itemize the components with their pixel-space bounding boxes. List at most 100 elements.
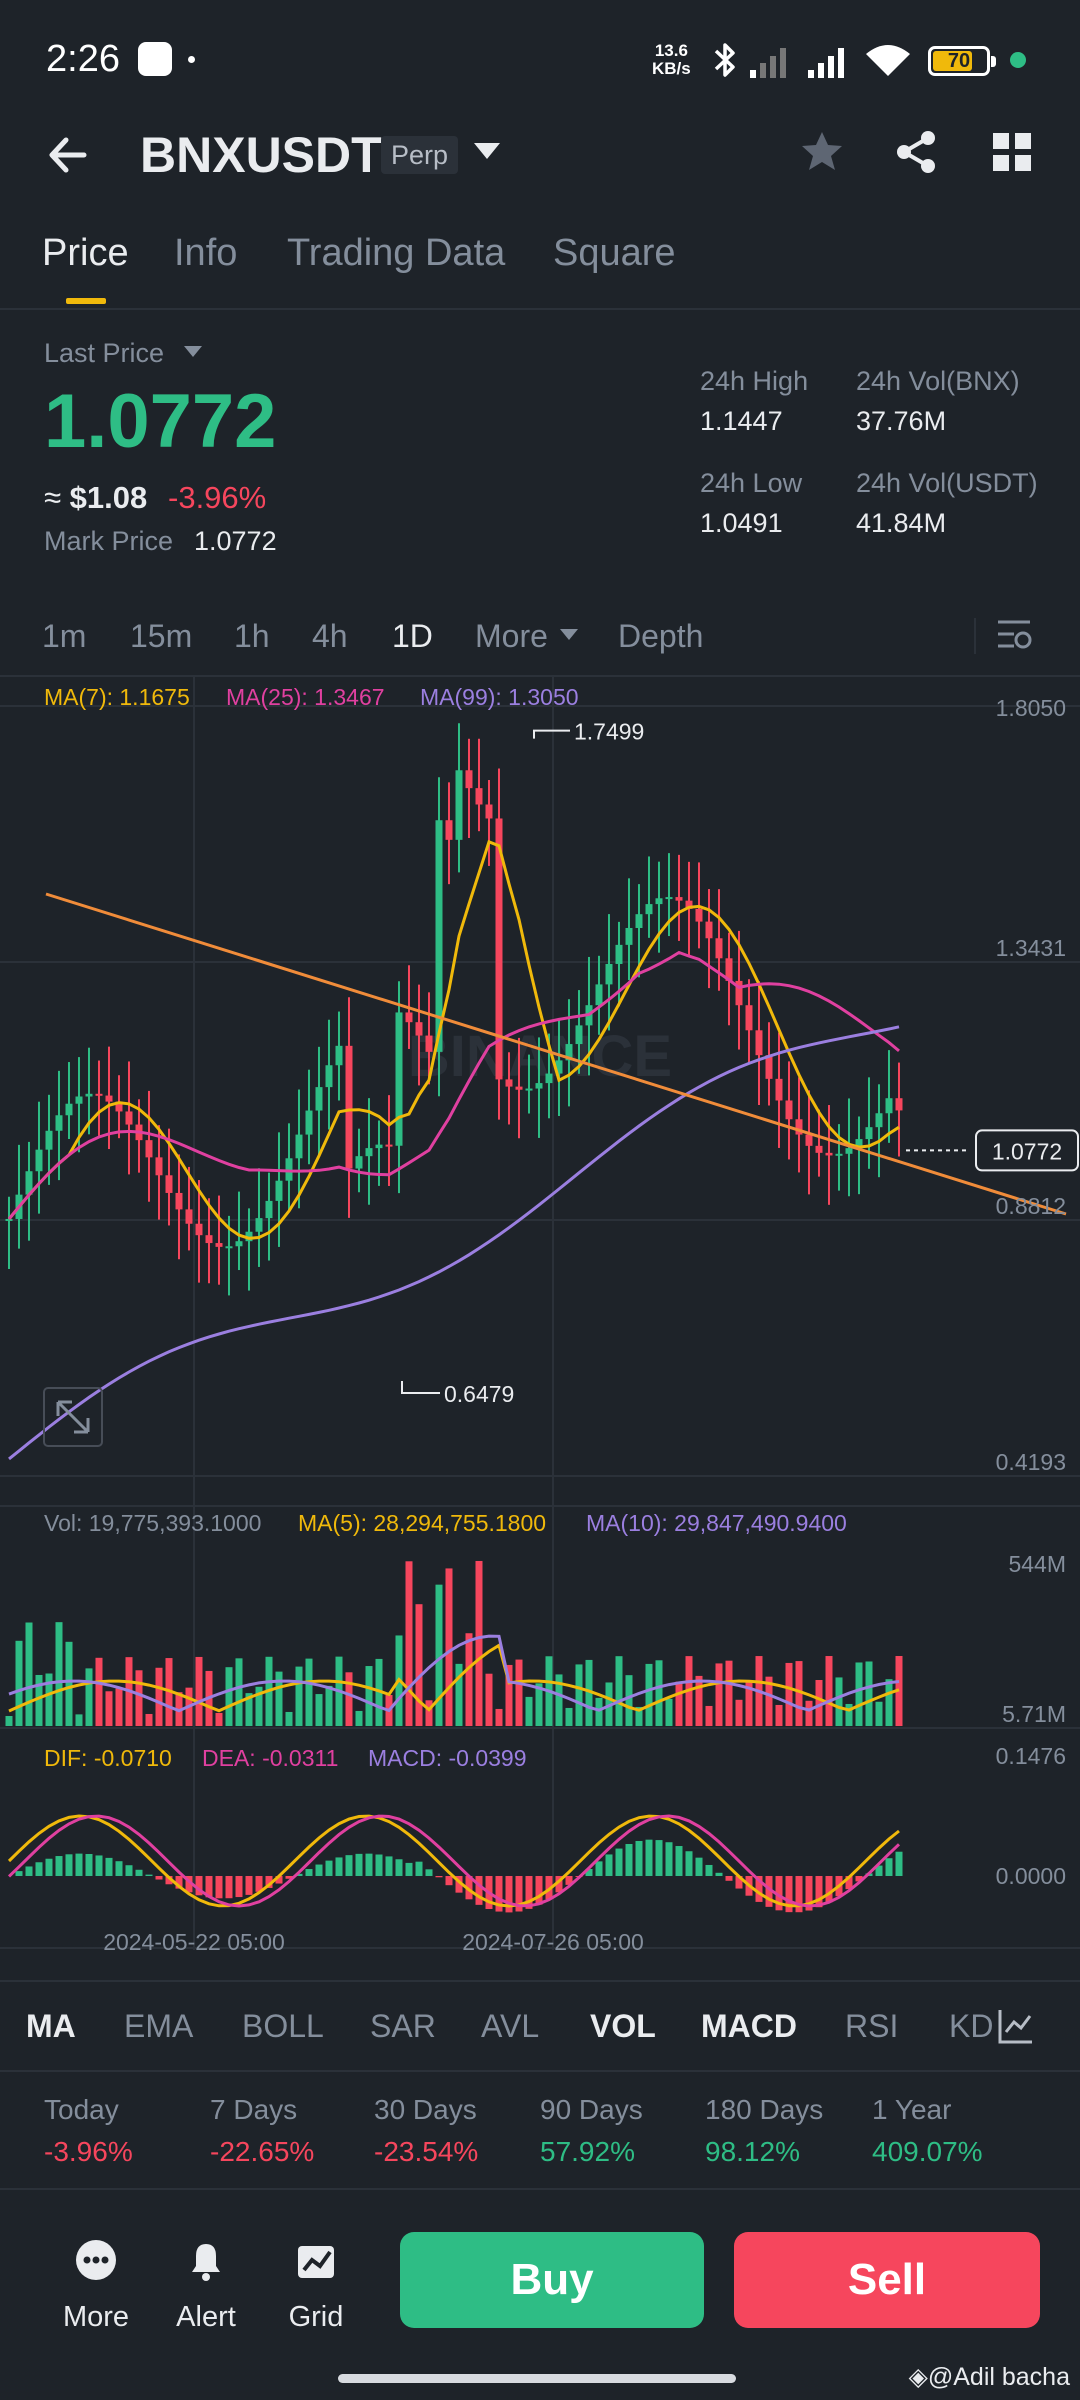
volume-bar xyxy=(865,1661,873,1726)
grid-button[interactable]: Grid xyxy=(276,2236,356,2334)
candle xyxy=(805,1090,813,1195)
interval-depth[interactable]: Depth xyxy=(618,618,704,654)
perf-1y-value: 409.07% xyxy=(872,2136,983,2167)
indicator-boll[interactable]: BOLL xyxy=(242,2008,324,2044)
interval-15m[interactable]: 15m xyxy=(130,618,193,654)
candle-body xyxy=(815,1145,823,1153)
intervals-divider xyxy=(0,675,1080,677)
macd-histogram-bar xyxy=(795,1876,803,1913)
chart-settings-icon[interactable] xyxy=(994,614,1034,654)
volume-bar xyxy=(95,1657,103,1726)
volume-bar xyxy=(435,1584,443,1726)
indicator-avl[interactable]: AVL xyxy=(481,2008,540,2044)
candle-body xyxy=(565,1044,573,1061)
volume-bar xyxy=(425,1700,433,1726)
candle xyxy=(655,861,663,953)
symbol-dropdown-icon[interactable] xyxy=(474,143,500,159)
volume-bar xyxy=(635,1706,643,1726)
interval-1d[interactable]: 1D xyxy=(392,618,433,654)
star-icon[interactable] xyxy=(798,128,846,176)
perf-7d-value: -22.65% xyxy=(210,2136,315,2167)
buy-button[interactable]: Buy xyxy=(400,2232,704,2328)
perf-7d-label: 7 Days xyxy=(210,2094,298,2125)
interval-more[interactable]: More xyxy=(475,618,548,654)
signal-strength-1-icon xyxy=(750,48,786,78)
symbol-title[interactable]: BNXUSDT xyxy=(140,127,382,183)
macd-histogram-bar xyxy=(65,1854,73,1876)
candle xyxy=(5,1196,13,1269)
tab-price[interactable]: Price xyxy=(42,232,129,274)
macd-histogram-bar xyxy=(605,1854,613,1876)
volume-bar xyxy=(585,1659,593,1726)
more-dropdown-icon[interactable] xyxy=(560,629,578,640)
volume-bar xyxy=(405,1561,413,1726)
indicator-rsi[interactable]: RSI xyxy=(845,2008,899,2044)
candle xyxy=(495,768,503,1120)
candle xyxy=(605,914,613,1031)
macd-histogram-bar xyxy=(535,1876,543,1905)
volume-axis-label: 544M xyxy=(1008,1551,1066,1577)
volume-bar xyxy=(815,1680,823,1726)
macd-histogram-bar xyxy=(465,1876,473,1900)
candle xyxy=(785,1061,793,1160)
macd-histogram-bar xyxy=(525,1876,533,1909)
volume-bar xyxy=(115,1688,123,1726)
alert-button[interactable]: Alert xyxy=(166,2236,246,2334)
candle xyxy=(15,1144,23,1249)
interval-4h[interactable]: 4h xyxy=(312,618,348,654)
perf-90d-label: 90 Days xyxy=(540,2094,643,2125)
expand-chart-button[interactable] xyxy=(43,1387,103,1447)
volume-bar xyxy=(285,1711,293,1726)
interval-1h[interactable]: 1h xyxy=(234,618,270,654)
candle xyxy=(635,884,643,978)
indicator-ma[interactable]: MA xyxy=(26,2008,76,2044)
volume-bar xyxy=(745,1680,753,1726)
indicator-settings-icon[interactable] xyxy=(996,2006,1036,2046)
chart-bottom-divider xyxy=(0,1980,1080,1982)
candle-body xyxy=(75,1096,83,1104)
indicator-sar[interactable]: SAR xyxy=(370,2008,436,2044)
candle xyxy=(65,1062,73,1139)
approx-usd-value: $1.08 xyxy=(69,480,148,515)
macd-histogram-bar xyxy=(555,1876,563,1893)
volume-bars xyxy=(5,1560,903,1726)
tab-square[interactable]: Square xyxy=(553,232,676,274)
more-label: More xyxy=(62,2301,130,2333)
indicator-vol[interactable]: VOL xyxy=(590,2008,656,2044)
home-indicator[interactable] xyxy=(338,2374,736,2383)
volume-bar xyxy=(215,1712,223,1726)
macd-histogram-bar xyxy=(845,1876,853,1890)
candle-body xyxy=(405,1012,413,1023)
interval-1m[interactable]: 1m xyxy=(42,618,87,654)
sell-button[interactable]: Sell xyxy=(734,2232,1040,2328)
indicator-ema[interactable]: EMA xyxy=(124,2008,194,2044)
macd-histogram-bar xyxy=(785,1876,793,1913)
macd-histogram-bar xyxy=(35,1862,43,1876)
ma99-line xyxy=(8,1025,900,1461)
indicator-kd[interactable]: KD xyxy=(949,2008,994,2044)
macd-histogram-bar xyxy=(725,1876,733,1881)
grid-layout-icon[interactable] xyxy=(988,128,1036,176)
macd-histogram-bar xyxy=(145,1874,153,1876)
indicator-macd[interactable]: MACD xyxy=(701,2008,797,2044)
candle-body xyxy=(155,1157,163,1176)
volume-bar xyxy=(805,1700,813,1726)
more-button[interactable]: More xyxy=(56,2236,136,2334)
vol-usdt-value: 41.84M xyxy=(856,508,947,538)
volume-bar xyxy=(705,1705,713,1726)
tab-info[interactable]: Info xyxy=(174,232,238,274)
tab-trading-data[interactable]: Trading Data xyxy=(287,232,506,274)
macd-histogram-bar xyxy=(105,1857,113,1876)
candle-body xyxy=(545,1073,553,1084)
macd-histogram-bar xyxy=(185,1876,193,1893)
last-price-label[interactable]: Last Price xyxy=(44,338,165,368)
volume-bar xyxy=(415,1604,423,1726)
share-icon[interactable] xyxy=(892,128,940,176)
candle xyxy=(815,1109,823,1177)
back-arrow-icon[interactable] xyxy=(44,130,94,180)
macd-histogram-bar xyxy=(25,1866,33,1876)
last-price-dropdown-icon[interactable] xyxy=(184,346,202,357)
macd-histogram-bar xyxy=(335,1857,343,1876)
trend-line[interactable] xyxy=(45,892,1067,1216)
